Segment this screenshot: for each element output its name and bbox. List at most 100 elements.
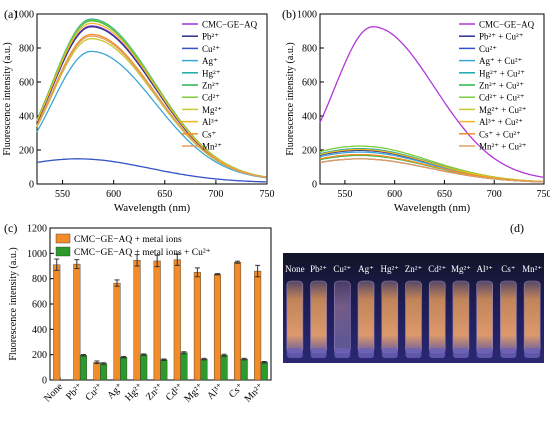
y-tick-label: 400 — [302, 112, 317, 123]
bar — [100, 363, 108, 381]
y-tick-label: 1000 — [27, 249, 47, 260]
bar — [213, 274, 221, 381]
y-tick-label: 200 — [19, 146, 34, 157]
y-tick-label: 0 — [312, 180, 317, 191]
bar — [133, 260, 141, 381]
x-tick-label: Al³⁺ — [205, 381, 226, 402]
series-line — [319, 158, 544, 183]
x-tick-label: 650 — [437, 189, 452, 200]
plot-frame — [319, 13, 545, 185]
y-tick-label: 800 — [32, 274, 47, 285]
vial-base — [452, 348, 469, 358]
y-axis-label: Fluorescence intensity (a.u.) — [8, 247, 19, 360]
x-tick-label: Cu²⁺ — [83, 381, 105, 403]
y-tick-label: 200 — [302, 146, 317, 157]
vial-label: Cd²⁺ — [428, 264, 446, 274]
y-tick-label: 600 — [19, 78, 34, 89]
legend-entry: Mn²⁺ + Cu²⁺ — [479, 142, 527, 152]
y-axis-label: Fluorescence intensity (a.u.) — [285, 42, 296, 155]
vial-row — [286, 280, 541, 358]
vial-photo: None Pb²⁺ Cu²⁺ Ag⁺ Hg²⁺ Zn²⁺ Cd²⁺ Mg²⁺ Al³⁺ Cs⁺ Mn… — [283, 253, 544, 363]
x-axis-label: Wavelength (nm) — [114, 202, 191, 214]
vial-label: Pb²⁺ — [310, 264, 327, 274]
panel-label-a: (a) — [4, 7, 17, 21]
legend-entry: Cd²⁺ + Cu²⁺ — [479, 93, 525, 103]
legend-entry: Zn²⁺ — [202, 81, 220, 91]
vial-base — [500, 348, 517, 358]
vial — [476, 280, 493, 354]
x-tick-label: Pb²⁺ — [64, 381, 85, 402]
legend-entry: Mg²⁺ + Cu²⁺ — [479, 105, 527, 115]
legend-entry: Hg²⁺ + Cu²⁺ — [479, 68, 525, 78]
x-tick-label: Cd²⁺ — [164, 381, 186, 403]
legend-entry: Cs⁺ — [202, 129, 217, 139]
bar — [113, 282, 121, 381]
legend-entry: Zn²⁺ + Cu²⁺ — [479, 81, 524, 91]
y-tick-label: 400 — [19, 112, 34, 123]
vial — [452, 280, 470, 354]
vial-label: Cs⁺ — [501, 264, 516, 274]
legend-entry: Hg²⁺ — [202, 68, 221, 78]
y-tick-label: 1000 — [14, 10, 34, 21]
legend-entry: CMC−GE−AQ + metal ions + Cu²⁺ — [74, 248, 211, 258]
series-line — [36, 26, 267, 178]
vial-base — [286, 348, 303, 358]
legend-entry: CMC−GE−AQ — [479, 20, 535, 30]
y-tick-label: 0 — [29, 180, 34, 191]
legend-entry: Al³⁺ — [202, 117, 219, 127]
bar — [53, 264, 61, 381]
vial-label: Ag⁺ — [358, 264, 374, 274]
vial-label-row: None Pb²⁺ Cu²⁺ Ag⁺ Hg²⁺ Zn²⁺ Cd²⁺ Mg²⁺ Al³⁺ Cs⁺ Mn… — [285, 264, 542, 274]
bar — [120, 357, 128, 381]
series-line — [36, 50, 267, 179]
y-tick-label: 0 — [42, 376, 47, 387]
bar — [140, 354, 148, 381]
bar — [93, 362, 101, 381]
legend-entry: Cd²⁺ — [202, 93, 220, 103]
vial — [310, 280, 327, 354]
x-tick-label: Mn²⁺ — [243, 381, 266, 404]
legend-entry: Pb²⁺ — [202, 32, 219, 42]
x-tick-label: Hg²⁺ — [123, 381, 145, 403]
bar — [153, 260, 161, 381]
x-tick-label: Zn²⁺ — [144, 381, 165, 402]
legend-entry: CMC−GE−AQ + metal ions — [74, 235, 182, 245]
vial — [357, 280, 375, 354]
vial-base — [405, 348, 422, 358]
vial-base — [524, 348, 541, 358]
y-tick-label: 1000 — [297, 10, 317, 21]
bar — [220, 355, 228, 381]
y-tick-label: 800 — [302, 44, 317, 55]
x-tick-label: 600 — [106, 189, 121, 200]
plot-frame — [36, 13, 268, 185]
legend-entry: Cu²⁺ — [202, 44, 220, 54]
x-tick-label: 550 — [55, 189, 70, 200]
x-tick-label: 700 — [208, 189, 223, 200]
legend-entry: Mg²⁺ — [202, 105, 222, 115]
chart-a: 0 200 400 600 800 1000 550 600 650 700 750 Waveleng… — [2, 10, 275, 215]
vial-label: Mn²⁺ — [522, 264, 542, 274]
bar — [160, 359, 168, 381]
x-tick-label: 600 — [387, 189, 402, 200]
legend-swatch — [55, 233, 71, 244]
vial-label: Al³⁺ — [476, 264, 493, 274]
x-tick-label: 750 — [260, 189, 275, 200]
vial-label: Cu²⁺ — [333, 264, 351, 274]
y-tick-label: 1200 — [27, 224, 47, 235]
bar — [240, 358, 248, 381]
bar — [79, 355, 87, 381]
vial-label: Hg²⁺ — [381, 264, 400, 274]
vial-label: Zn²⁺ — [405, 264, 423, 274]
series-line — [36, 38, 267, 179]
series-line — [36, 35, 267, 179]
bar — [73, 263, 81, 381]
legend-entry: Ag⁺ — [202, 56, 218, 66]
series-line — [36, 22, 267, 178]
y-tick-label: 600 — [32, 300, 47, 311]
series-line — [36, 158, 267, 183]
vial-label: None — [285, 264, 305, 274]
panel-label-b: (b) — [282, 7, 296, 21]
y-tick-label: 200 — [32, 350, 47, 361]
